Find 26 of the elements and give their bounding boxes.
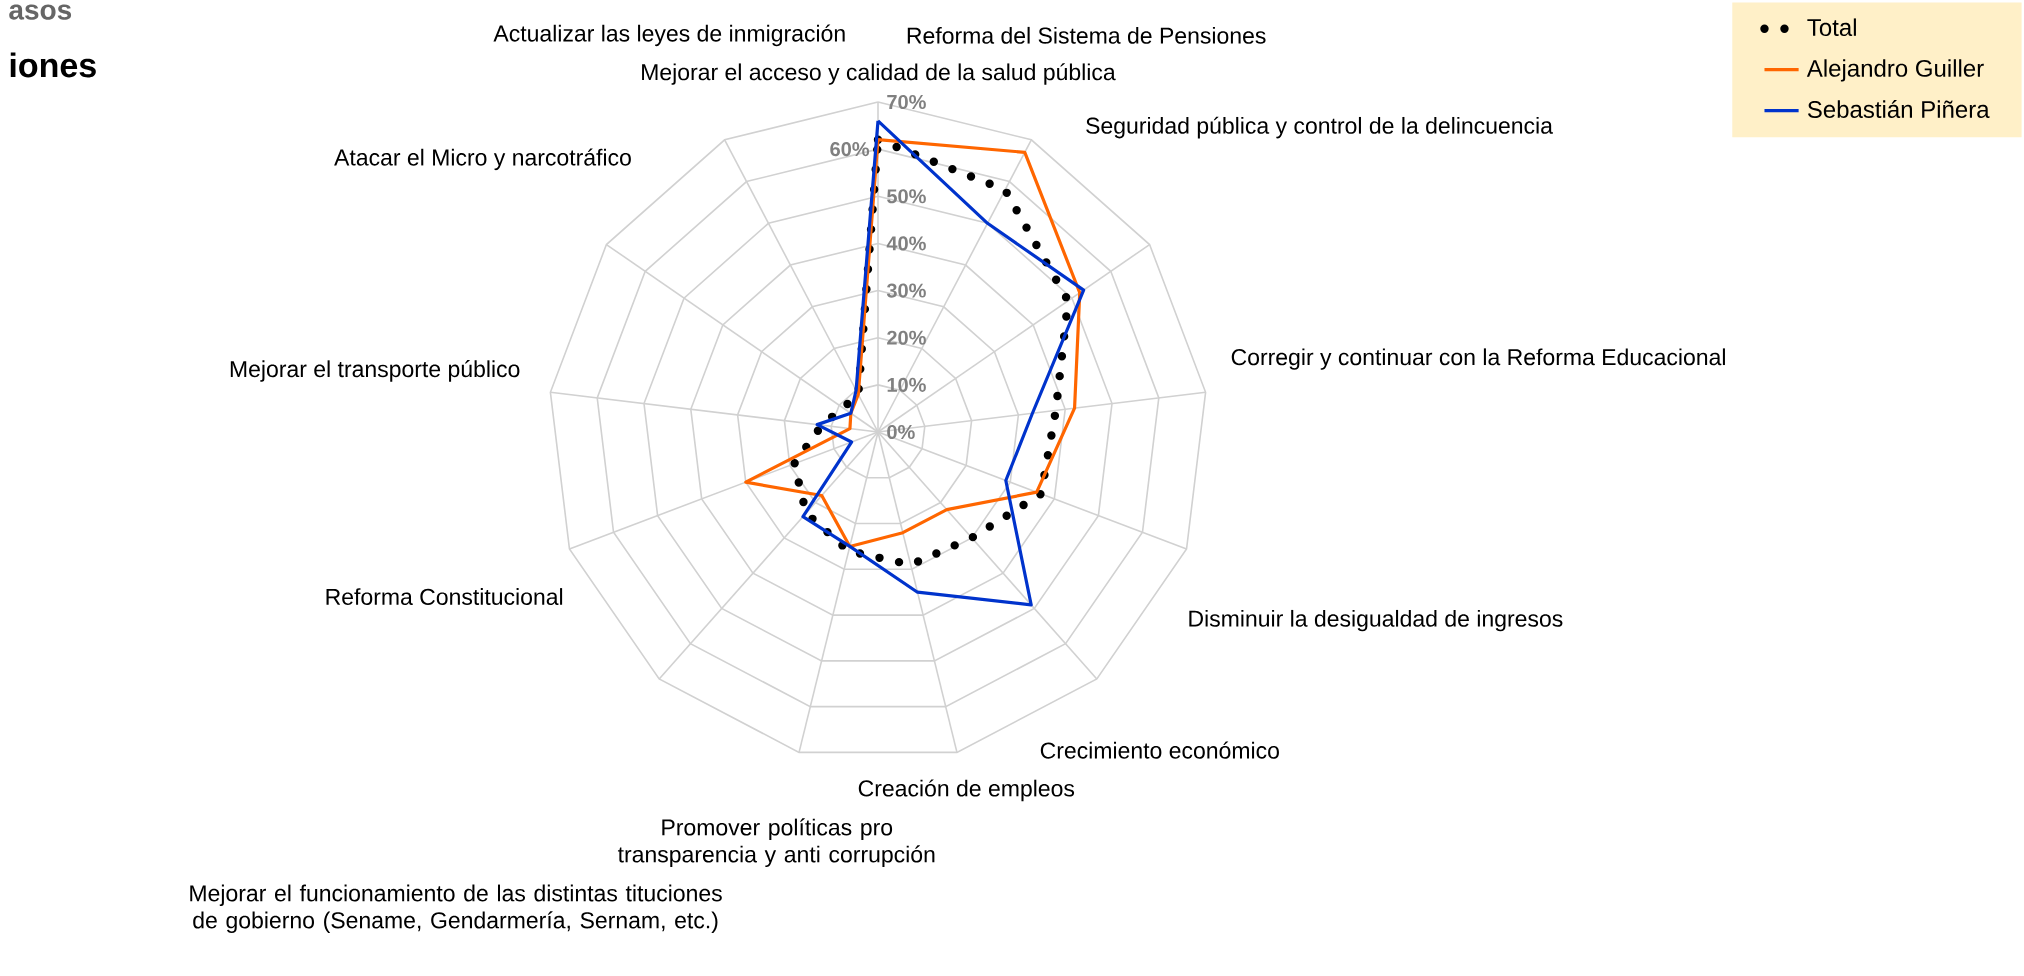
spoke-label: Atacar el Micro y narcotráfico — [334, 148, 631, 171]
spoke-label: Actualizar las leyes de inmigración — [493, 24, 845, 47]
spoke-label: Reforma del Sistema de Pensiones — [907, 26, 1266, 44]
y-tick-label: 50% — [887, 189, 926, 204]
y-tick-label: 30% — [886, 283, 926, 298]
spoke-label: Crecimiento económico — [1040, 741, 1279, 759]
spoke-label: Seguridad pública y control de la delincuencia — [1086, 116, 1553, 139]
text: iones — [10, 52, 96, 78]
y-tick-label: 10% — [887, 377, 926, 392]
spoke-label: Corregir y continuar con la Reforma Educacional — [1231, 348, 1725, 370]
spoke-label: Promover políticas pro transparencia y anti corrupción — [617, 818, 935, 868]
spoke-label: Disminuir la desigualdad de ingresos — [1189, 609, 1563, 632]
legend-label: Total — [1807, 18, 1856, 37]
legend-label: Alejandro Guiller — [1806, 59, 1984, 82]
spoke-label: Mejorar el funcionamiento de las distintas tituciones de gobierno (Sename, Gendarmería, Sernam, etc.) — [190, 884, 722, 933]
y-tick-label: 20% — [887, 330, 926, 345]
y-tick-label: 0% — [887, 424, 915, 440]
y-tick-label: 40% — [886, 236, 926, 251]
y-tick-label: 60% — [830, 142, 870, 157]
legend-label: Sebastián Piñera — [1807, 100, 1990, 118]
spoke-label: Creación de empleos — [858, 779, 1075, 802]
chart-title: asos — [9, 4, 72, 20]
spoke-label: Mejorar el transporte público — [230, 360, 520, 382]
spoke-label: Reforma Constitucional — [326, 588, 563, 605]
spoke-label: Mejorar el acceso y calidad de la salud pública — [642, 63, 1116, 85]
y-tick-label: 70% — [887, 94, 926, 110]
